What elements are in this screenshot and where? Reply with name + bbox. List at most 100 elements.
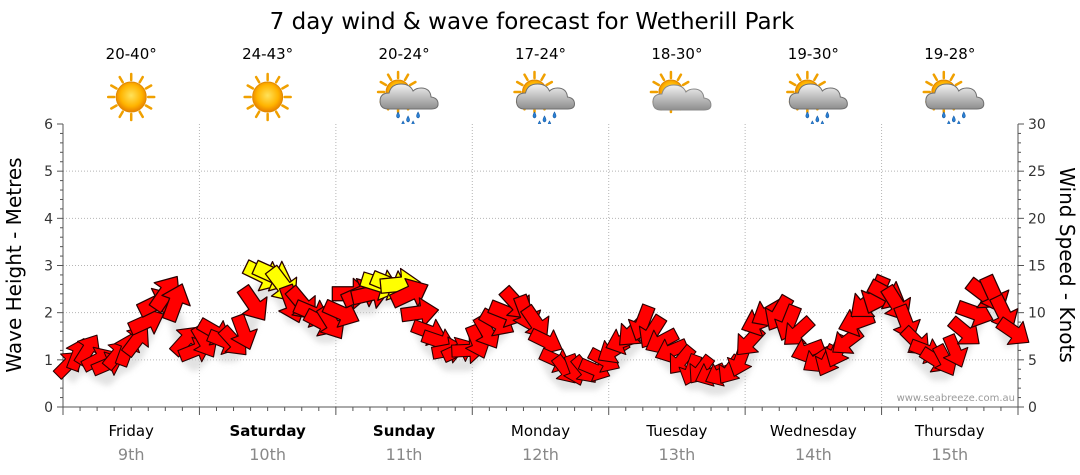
day-date-label: 10th xyxy=(249,445,286,464)
y-right-tick-label: 15 xyxy=(1028,259,1046,275)
sun-cloud-rain-icon xyxy=(513,70,576,128)
temperature-label: 19-28° xyxy=(924,45,975,63)
day-date-label: 12th xyxy=(522,445,559,464)
y-right-tick-label: 25 xyxy=(1028,164,1046,180)
sun-ray xyxy=(523,73,529,82)
sun-cloud-rain-icon xyxy=(922,70,985,128)
sun-ray xyxy=(246,104,255,110)
y-left-tick-label: 2 xyxy=(44,306,53,322)
rain-drop xyxy=(815,115,820,123)
y-right-tick-label: 30 xyxy=(1028,117,1046,133)
day-date-label: 14th xyxy=(795,445,832,464)
sun-icon xyxy=(243,72,292,122)
wind-arrow xyxy=(161,283,191,323)
day-name-label: Friday xyxy=(108,422,154,440)
y-right-tick-label: 5 xyxy=(1028,353,1037,369)
sun-cloud-icon xyxy=(649,70,712,114)
sun-ray xyxy=(545,80,554,87)
rain-drop xyxy=(951,115,956,123)
sun-disc xyxy=(252,81,284,113)
day-labels: Friday 9th Saturday 10th Sunday 11th Monday 12t… xyxy=(108,422,984,464)
sun-ray xyxy=(274,75,281,84)
sun-ray xyxy=(818,80,826,87)
cloud-shape xyxy=(788,83,848,110)
sun-ray xyxy=(788,80,797,87)
temperature-label: 20-24° xyxy=(379,45,430,63)
sun-ray xyxy=(138,75,144,84)
temperature-label: 24-43° xyxy=(242,45,293,63)
sun-ray xyxy=(274,110,281,119)
sun-ray xyxy=(796,73,802,82)
sun-cloud-rain-icon xyxy=(786,70,848,128)
rain-drop xyxy=(941,111,946,119)
sun-ray xyxy=(408,80,417,87)
rain-drop xyxy=(532,111,537,119)
wind-arrow xyxy=(942,333,969,368)
wind-arrow-shape xyxy=(400,297,440,328)
rain-drop xyxy=(416,111,420,119)
cloud-shape xyxy=(652,84,712,111)
axes: 0 1 2 3 4 5 6 0 5 10 15 20 25 30 xyxy=(44,117,1046,416)
day-name-label: Wednesday xyxy=(770,422,857,440)
day-name-label: Saturday xyxy=(229,422,306,440)
temperature-label: 20-40° xyxy=(106,45,157,63)
sun-cloud-rain-icon xyxy=(376,70,439,128)
sun-ray xyxy=(281,104,289,110)
sun-ray xyxy=(949,73,956,82)
sun-ray xyxy=(676,73,683,82)
sun-ray xyxy=(254,75,261,84)
y-axis-right-title: Wind Speed - Knots xyxy=(1055,167,1079,363)
sun-ray xyxy=(954,80,963,87)
sun-icon xyxy=(106,72,156,122)
sun-rays xyxy=(243,72,292,122)
temperature-label: 18-30° xyxy=(651,45,702,63)
cloud-shape xyxy=(515,83,576,110)
sun-ray xyxy=(932,73,939,82)
sun-ray xyxy=(540,73,546,82)
wind-arrow xyxy=(400,297,440,328)
wind-arrow-shape xyxy=(236,284,268,321)
sun-ray xyxy=(681,80,690,87)
grid xyxy=(63,124,1018,407)
sun-ray xyxy=(118,75,124,84)
wind-arrow-shape xyxy=(669,343,697,374)
sun-rays xyxy=(106,72,156,122)
sun-ray xyxy=(403,73,410,82)
wind-arrow-shape xyxy=(942,333,969,368)
day-name-label: Monday xyxy=(511,422,570,440)
sun-ray xyxy=(379,80,388,87)
sun-ray xyxy=(386,73,393,82)
sun-disc xyxy=(115,81,147,113)
sun-ray xyxy=(110,104,118,110)
day-date-label: 15th xyxy=(931,445,968,464)
temperature-label: 19-30° xyxy=(788,45,839,63)
sun-ray xyxy=(118,110,124,119)
sun-ray xyxy=(144,84,153,90)
sun-ray xyxy=(246,84,255,90)
rain-drop xyxy=(542,115,547,123)
y-right-tick-label: 20 xyxy=(1028,211,1046,227)
wind-arrow-shape xyxy=(995,316,1030,346)
y-axis-left-title: Wave Height - Metres xyxy=(2,157,26,372)
y-left-tick-label: 5 xyxy=(44,164,53,180)
sun-ray xyxy=(652,80,661,87)
rain-drop xyxy=(805,111,810,119)
chart-title: 7 day wind & wave forecast for Wetherill… xyxy=(270,9,795,35)
sun-ray xyxy=(138,110,144,119)
cloud-shape xyxy=(379,83,439,110)
y-right-tick-label: 0 xyxy=(1028,400,1037,416)
temperature-label: 17-24° xyxy=(515,45,566,63)
wind-arrow-shape xyxy=(161,283,191,323)
temperature-labels: 20-40° 24-43° 20-24° 17-24° 18-30° 19-30° 19-2… xyxy=(106,45,976,63)
day-date-label: 9th xyxy=(118,445,145,464)
day-name-label: Thursday xyxy=(914,422,985,440)
rain-drop xyxy=(825,111,830,119)
y-left-tick-label: 1 xyxy=(44,353,53,369)
rain-drop xyxy=(406,115,410,123)
y-left-tick-label: 6 xyxy=(44,117,53,133)
y-right-tick-label: 10 xyxy=(1028,306,1046,322)
day-date-label: 11th xyxy=(386,445,423,464)
rain-drop xyxy=(961,111,966,119)
sun-ray xyxy=(281,84,289,90)
